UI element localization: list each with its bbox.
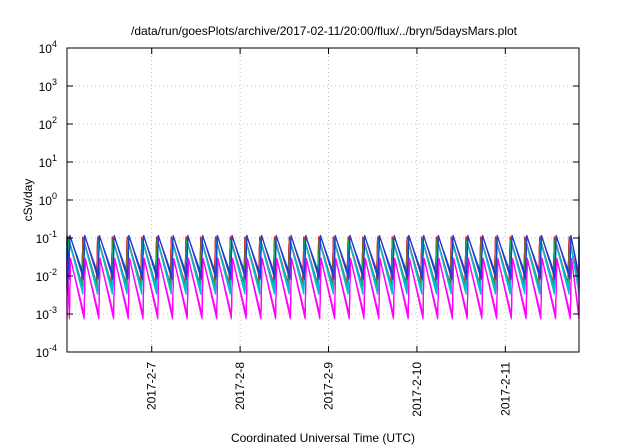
chart-title: /data/run/goesPlots/archive/2017-02-11/2… <box>131 24 518 38</box>
y-tick-label: 100 <box>39 191 57 208</box>
x-tick-label: 2017-2-7 <box>145 362 159 410</box>
y-tick-label: 104 <box>39 39 57 56</box>
x-tick-label: 2017-2-8 <box>233 362 247 410</box>
series <box>66 257 580 320</box>
x-axis: 2017-2-7 2017-2-8 2017-2-9 2017-2-10 2017-2-… <box>145 48 512 417</box>
x-tick-label: 2017-2-11 <box>498 362 512 416</box>
y-tick-label: 10-4 <box>36 343 57 360</box>
grid <box>67 48 579 352</box>
y-axis-label: cSv/day <box>21 179 35 222</box>
y-tick-label: 102 <box>39 115 57 132</box>
y-tick-label: 101 <box>39 153 57 170</box>
series <box>66 234 580 280</box>
y-tick-label: 10-1 <box>36 229 57 246</box>
y-tick-label: 10-2 <box>36 267 57 284</box>
series-line <box>66 258 580 315</box>
series-line <box>66 235 580 275</box>
x-axis-label: Coordinated Universal Time (UTC) <box>231 431 415 445</box>
x-tick-label: 2017-2-9 <box>322 362 336 410</box>
y-axis: 10-4 10-3 10-2 10-1 100 101 102 103 104 <box>36 39 579 360</box>
y-tick-label: 10-3 <box>36 305 57 322</box>
series <box>66 236 580 289</box>
series-layer <box>66 234 580 320</box>
y-tick-label: 103 <box>39 77 57 94</box>
x-tick-label: 2017-2-10 <box>410 362 424 417</box>
